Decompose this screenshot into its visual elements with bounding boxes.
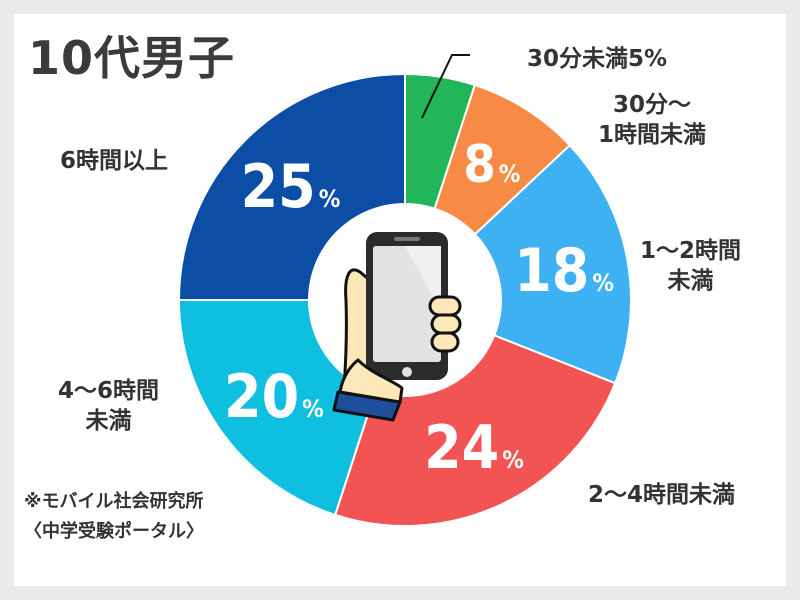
label-over-6h: 6時間以上	[60, 148, 169, 174]
source-line1: ※モバイル社会研究所	[24, 491, 204, 512]
leader-line	[421, 54, 470, 119]
label-4-6h-line2: 未満	[85, 408, 132, 434]
smartphone-in-hand-icon	[332, 232, 462, 422]
label-4-6h: 4〜6時間 未満	[58, 376, 159, 436]
slice-percent-label: 25%	[241, 152, 341, 222]
source-line2: 〈中学受験ポータル〉	[24, 521, 204, 542]
slice-percent-label: 24%	[424, 413, 524, 483]
label-under-30min: 30分未満5%	[527, 46, 668, 72]
slice-percent-label: 18%	[514, 236, 614, 306]
slice-percent-label: 8%	[463, 135, 520, 195]
label-4-6h-line1: 4〜6時間	[58, 378, 160, 404]
label-2-4h: 2〜4時間未満	[588, 482, 736, 508]
donut-slice	[403, 143, 632, 385]
label-30min-1h-line1: 30分〜	[613, 92, 692, 118]
label-30min-1h: 30分〜 1時間未満	[598, 90, 706, 150]
chart-title: 10代男子	[28, 31, 236, 85]
label-30min-1h-line2: 1時間未満	[598, 122, 707, 148]
label-1-2h-line1: 1〜2時間	[640, 238, 742, 264]
label-1-2h: 1〜2時間 未満	[640, 236, 741, 296]
source-note: ※モバイル社会研究所 〈中学受験ポータル〉	[24, 487, 204, 547]
slice-percent-label: 20%	[224, 362, 324, 432]
label-1-2h-line2: 未満	[667, 268, 714, 294]
